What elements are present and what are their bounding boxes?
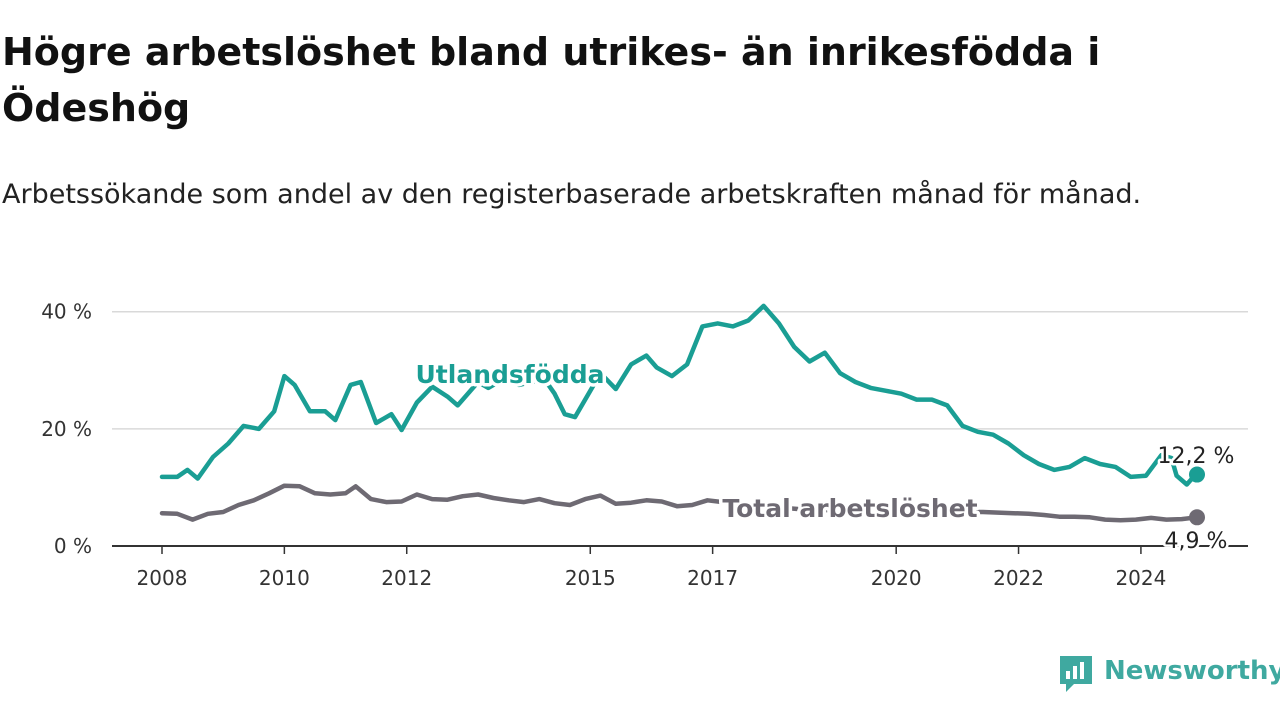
y-tick-label: 40 % <box>41 300 92 324</box>
x-axis: 2008 2010 2012 2015 2017 2020 2022 2024 <box>112 545 1248 590</box>
brand-logo: Newsworthy <box>1058 654 1280 694</box>
series-labels: Utlandsfödda 12,2 % Total arbetslöshet 4,9 … <box>412 357 1237 557</box>
series-lines <box>159 303 1205 526</box>
x-tick-label: 2022 <box>993 566 1044 590</box>
x-tick-label: 2020 <box>871 566 922 590</box>
x-tick-label: 2012 <box>381 566 432 590</box>
series-end-label-0: 12,2 % <box>1158 444 1235 469</box>
y-axis: 0 % 20 % 40 % <box>41 300 92 558</box>
series-end-label-1: 4,9 % <box>1165 529 1228 554</box>
gridlines <box>112 310 1248 430</box>
series-end-point-1 <box>1189 509 1205 526</box>
x-tick-label: 2024 <box>1115 566 1166 590</box>
x-tick-label: 2017 <box>687 566 738 590</box>
series-label-1: Total arbetslöshet <box>722 494 977 523</box>
y-tick-label: 0 % <box>54 534 92 558</box>
chart-subtitle: Arbetssökande som andel av den registerb… <box>2 179 1142 210</box>
brand-name: Newsworthy <box>1104 656 1280 686</box>
chart-title: Högre arbetslöshet bland utrikes- än inr… <box>2 30 1101 130</box>
line-chart: 0 % 20 % 40 % 2008 2010 2012 2015 2017 2020 2022… <box>41 300 1248 590</box>
x-tick-label: 2015 <box>565 566 616 590</box>
y-tick-label: 20 % <box>41 417 92 441</box>
series-line-1 <box>159 483 1200 523</box>
series-label-0: Utlandsfödda <box>416 360 605 389</box>
series-end-point-0 <box>1189 466 1205 483</box>
x-tick-label: 2008 <box>137 566 188 590</box>
series-line-0 <box>159 303 1200 487</box>
newsworthy-logo-icon <box>1060 656 1092 692</box>
x-tick-label: 2010 <box>259 566 310 590</box>
